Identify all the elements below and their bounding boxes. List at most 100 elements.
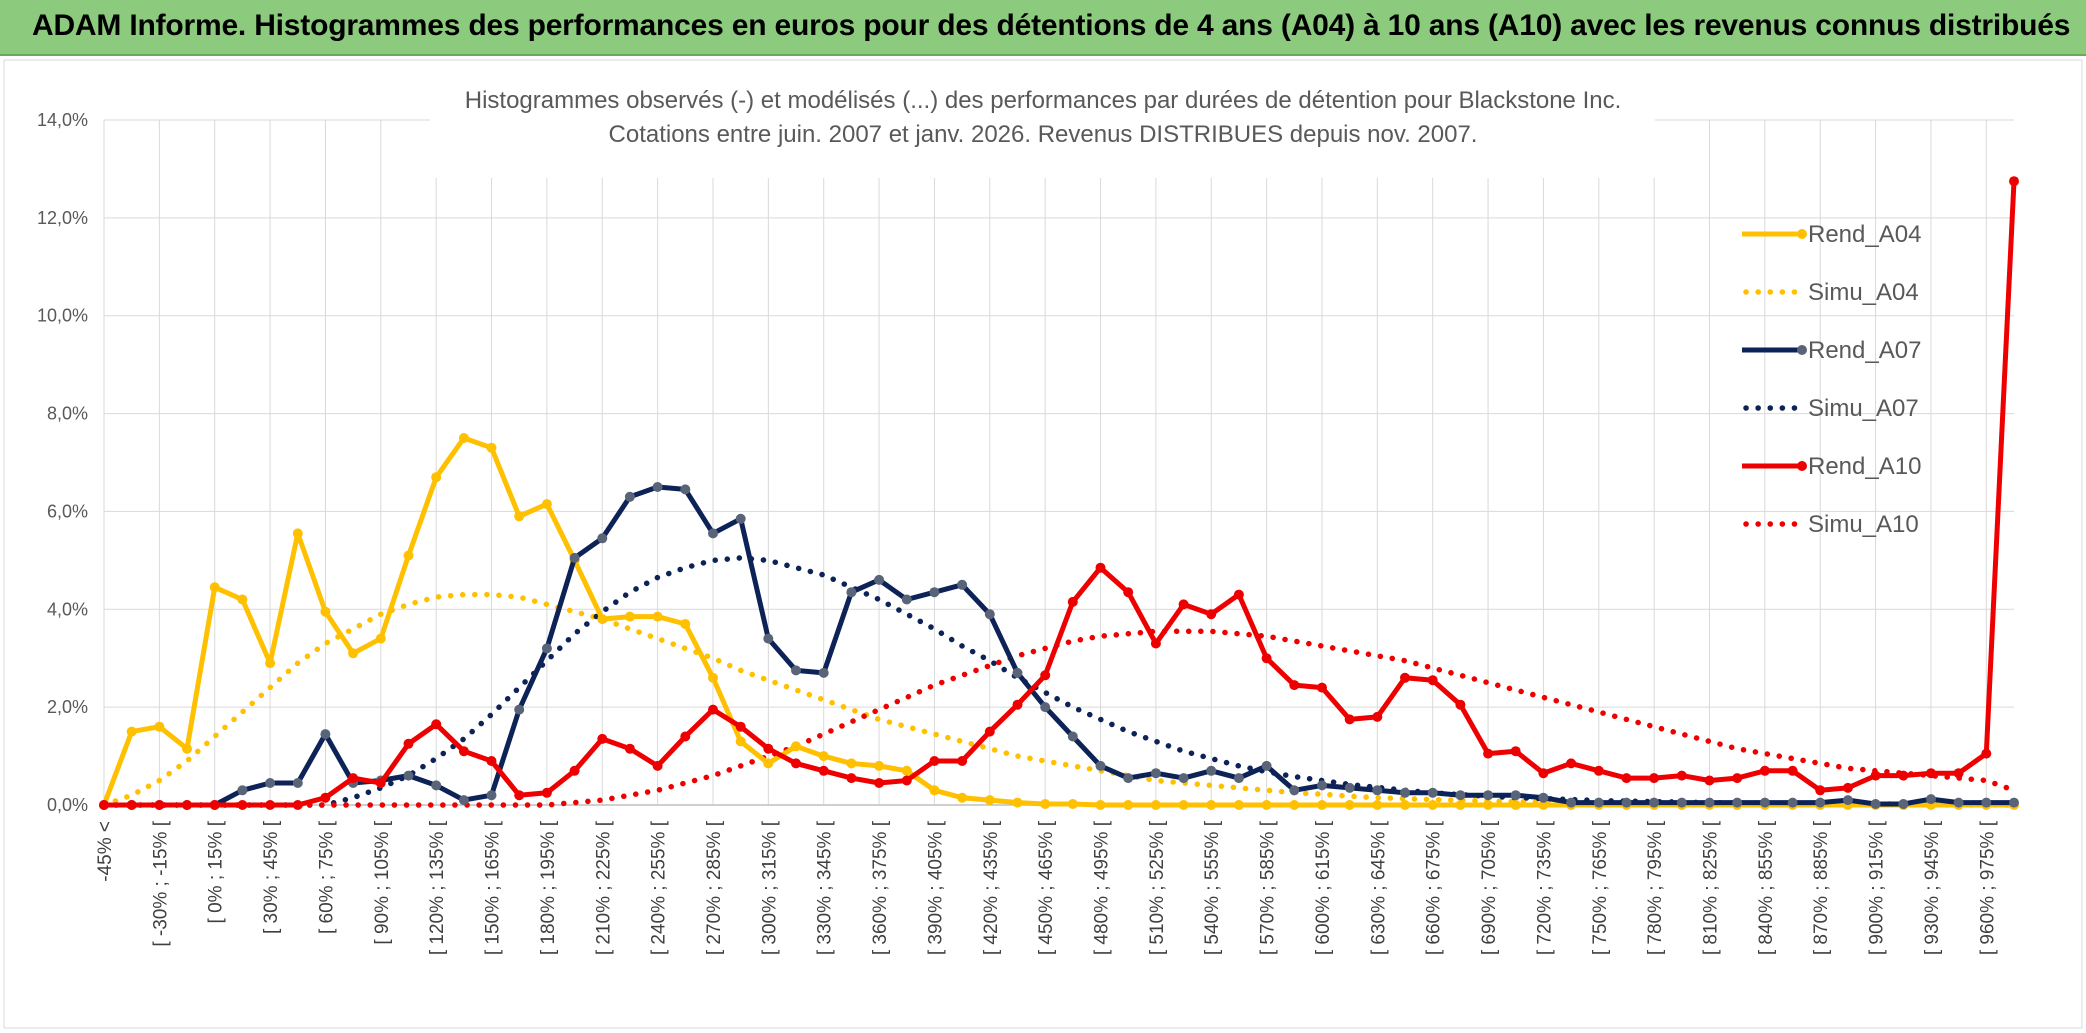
data-point <box>984 795 995 806</box>
data-point <box>514 790 525 801</box>
data-point <box>901 765 912 776</box>
x-tick-label: [ 0% ; 15% [ <box>206 820 227 923</box>
data-point <box>1787 765 1798 776</box>
data-point <box>1455 699 1466 710</box>
data-point <box>1233 800 1244 810</box>
data-point <box>874 574 885 585</box>
data-point <box>182 800 192 810</box>
x-tick-label: [ 570% ; 585% [ <box>1258 820 1279 955</box>
data-point <box>680 619 691 629</box>
data-point <box>1455 790 1466 801</box>
data-point <box>1095 800 1106 810</box>
data-point <box>597 733 608 744</box>
data-point <box>1317 682 1327 693</box>
x-tick-label: [ 210% ; 225% [ <box>593 820 614 955</box>
data-point <box>1206 609 1217 620</box>
x-tick-label: [ 300% ; 315% [ <box>759 820 780 955</box>
data-point <box>708 704 718 715</box>
data-point <box>1953 768 1964 779</box>
data-point <box>292 800 303 810</box>
data-point <box>1206 765 1217 776</box>
data-point <box>1566 758 1577 769</box>
data-point <box>1178 800 1189 810</box>
data-point <box>1759 797 1770 808</box>
data-point <box>1566 797 1577 808</box>
y-axis: 0,0% 2,0% 4,0% 6,0% 8,0% 10,0% 12,0% 14,0% <box>37 110 88 815</box>
data-point <box>1178 599 1189 610</box>
data-point <box>1870 799 1881 809</box>
data-point <box>1344 782 1355 793</box>
data-point <box>735 513 746 524</box>
data-point <box>431 719 442 730</box>
x-tick-label: [ 480% ; 495% [ <box>1092 820 1113 955</box>
data-point <box>846 758 857 769</box>
data-point <box>1704 775 1715 786</box>
data-point <box>1040 670 1051 681</box>
data-point <box>818 765 829 776</box>
data-point <box>1510 746 1521 757</box>
y-tick-label: 14,0% <box>37 110 88 130</box>
data-point <box>403 770 414 781</box>
data-point <box>569 765 580 776</box>
data-point <box>348 773 359 784</box>
data-point <box>1704 797 1715 808</box>
data-point <box>265 778 276 788</box>
data-point <box>1621 797 1632 808</box>
data-point <box>458 433 469 443</box>
data-point <box>1317 780 1327 791</box>
data-point <box>1842 782 1853 793</box>
x-tick-label: [ 690% ; 705% [ <box>1479 820 1500 955</box>
data-point <box>957 756 968 766</box>
data-point <box>1510 800 1521 810</box>
data-point <box>265 658 276 669</box>
data-point <box>237 785 248 796</box>
data-point <box>763 758 774 769</box>
data-point <box>375 778 386 788</box>
x-tick-label: [ 750% ; 765% [ <box>1590 820 1611 955</box>
data-point <box>735 736 746 747</box>
y-tick-label: 8,0% <box>47 404 88 424</box>
data-point <box>209 800 220 810</box>
data-point <box>1289 785 1300 796</box>
data-point <box>652 611 663 622</box>
y-tick-label: 10,0% <box>37 306 88 326</box>
series-line <box>104 181 2017 808</box>
x-tick-label: [ 240% ; 255% [ <box>649 820 670 955</box>
data-point <box>569 552 580 563</box>
data-point <box>1400 672 1410 683</box>
data-point <box>1261 653 1272 664</box>
data-point <box>1510 790 1521 801</box>
data-point <box>1400 800 1410 810</box>
legend-marker <box>1797 461 1807 471</box>
data-point <box>237 594 248 605</box>
histogram-chart: 0,0% 2,0% 4,0% 6,0% 8,0% 10,0% 12,0% 14,0% -45%… <box>3 59 2083 1029</box>
chart-title-background <box>430 78 1655 178</box>
legend-item-Simu_A04: Simu_A04 <box>1743 279 1919 306</box>
data-point <box>1926 768 1936 779</box>
data-point <box>818 667 829 678</box>
data-point <box>680 484 691 495</box>
data-point <box>320 792 331 803</box>
data-point <box>1759 765 1770 776</box>
data-point <box>1538 792 1549 803</box>
legend-label: Rend_A10 <box>1808 453 1921 480</box>
data-point <box>791 758 801 769</box>
data-point <box>1427 675 1438 686</box>
data-point <box>1621 773 1632 784</box>
data-point <box>818 751 829 762</box>
data-point <box>1483 748 1494 759</box>
data-point <box>126 800 137 810</box>
data-point <box>1067 596 1078 607</box>
data-point <box>154 721 165 732</box>
data-point <box>292 528 303 539</box>
data-point <box>403 738 414 749</box>
data-point <box>1040 799 1051 809</box>
legend-item-Rend_A04: Rend_A04 <box>1742 221 1921 248</box>
data-point <box>237 800 248 810</box>
legend-item-Simu_A10: Simu_A10 <box>1743 511 1919 538</box>
x-tick-label: [ 930% ; 945% [ <box>1922 820 1943 955</box>
x-tick-label: [ 510% ; 525% [ <box>1147 820 1168 955</box>
y-tick-label: 2,0% <box>47 697 88 717</box>
data-point <box>708 672 718 683</box>
x-tick-label: [ -30% ; -15% [ <box>150 820 171 946</box>
